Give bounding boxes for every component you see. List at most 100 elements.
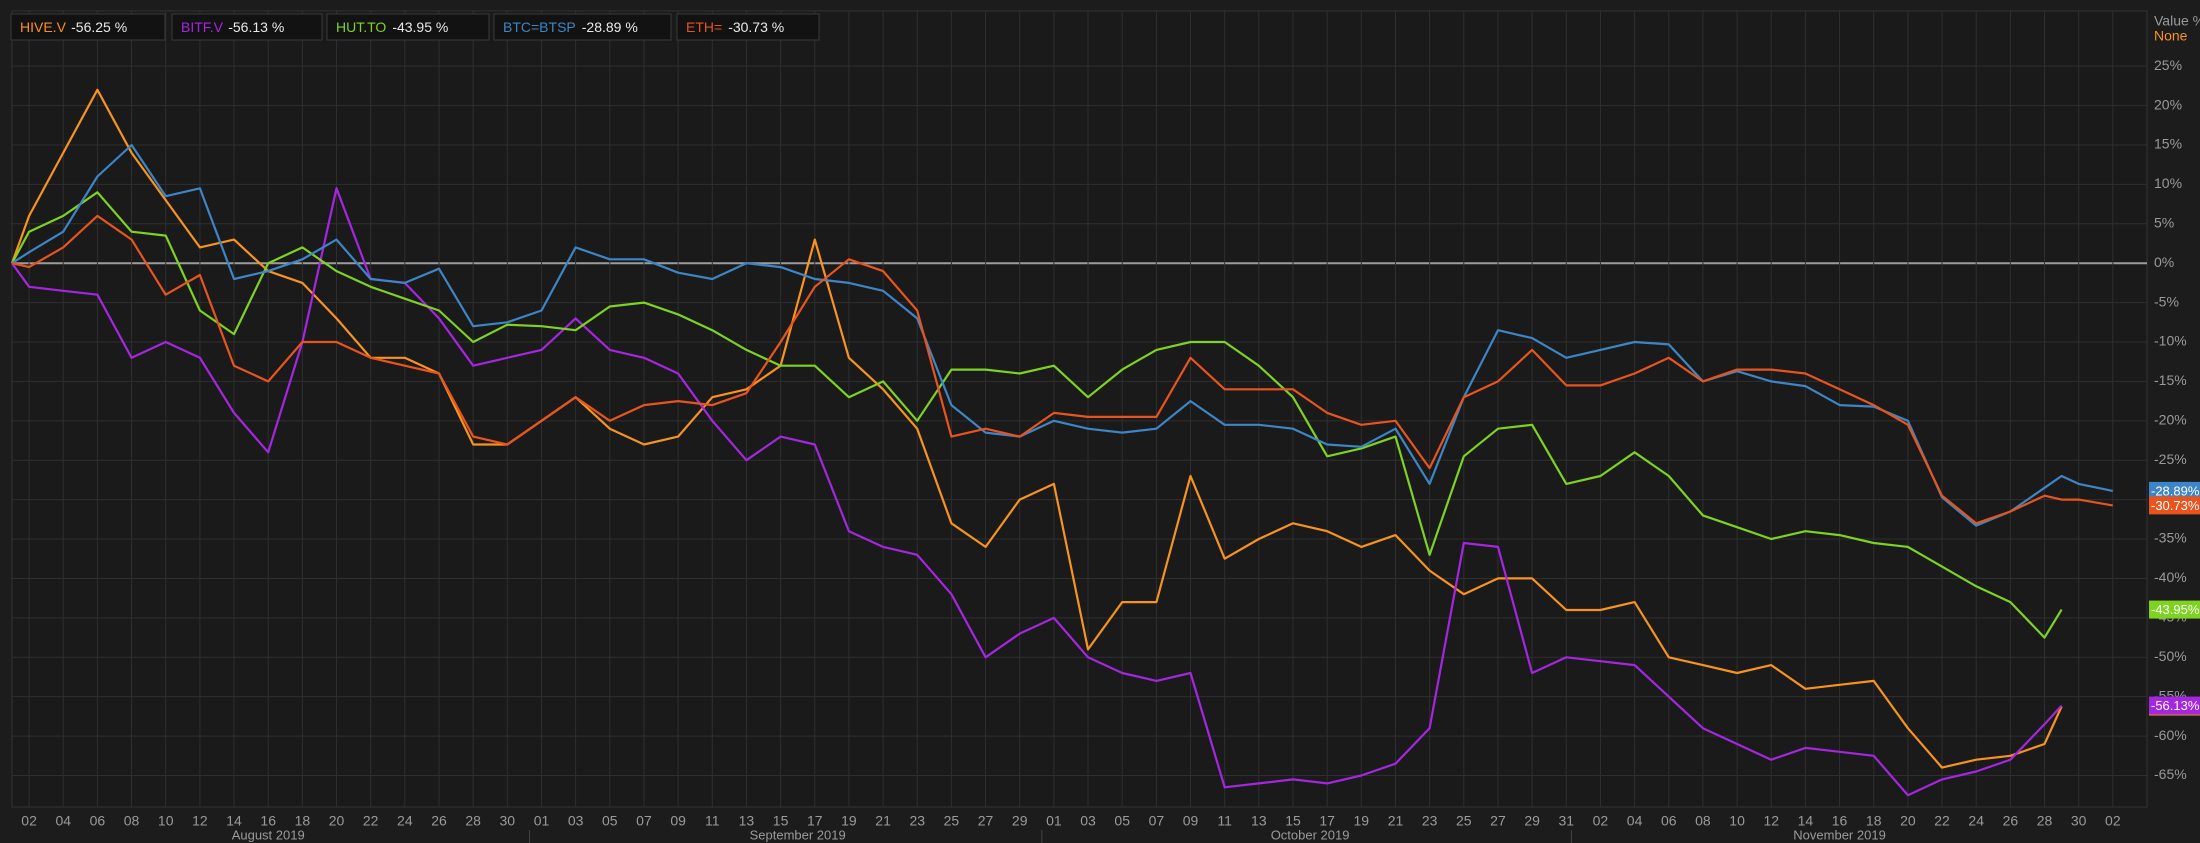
y-tick-label: 15%: [2154, 136, 2182, 152]
y-tick-label: 20%: [2154, 96, 2182, 112]
series-line: [10, 88, 2063, 769]
x-tick-label: 19: [841, 813, 857, 829]
y-tick-label: -15%: [2154, 372, 2187, 388]
legend-box: [10, 13, 166, 41]
value-tag: [2149, 496, 2200, 515]
legend-value: -30.73 %: [728, 19, 784, 35]
y-tick-label: -10%: [2154, 333, 2187, 349]
x-tick-label: 13: [739, 813, 755, 829]
value-tag-label: -56.13%: [2151, 698, 2200, 713]
legend-entry: ETH= -30.73 %: [686, 19, 784, 35]
x-tick-label: 22: [363, 813, 379, 829]
x-tick-label: 20: [329, 813, 345, 829]
legend-entry: BITF.V -56.13 %: [181, 19, 284, 35]
x-tick-label: 02: [1593, 813, 1609, 829]
legend-name: HUT.TO: [336, 19, 386, 35]
x-tick-label: 14: [1798, 813, 1814, 829]
x-tick-label: 20: [1900, 813, 1916, 829]
value-tag-label: -43.95%: [2151, 602, 2200, 617]
legend-entry: HUT.TO -43.95 %: [336, 19, 448, 35]
x-tick-label: 22: [1934, 813, 1950, 829]
x-tick-label: 27: [1490, 813, 1506, 829]
x-tick-label: 27: [978, 813, 994, 829]
x-tick-label: 10: [1729, 813, 1745, 829]
month-label: November 2019: [1793, 827, 1886, 842]
x-tick-label: 02: [2105, 813, 2121, 829]
x-tick-label: 02: [21, 813, 37, 829]
legend-entry: BTC=BTSP -28.89 %: [503, 19, 638, 35]
x-tick-label: 29: [1012, 813, 1028, 829]
y-tick-label: -50%: [2154, 648, 2187, 664]
x-tick-label: 05: [602, 813, 618, 829]
x-tick-label: 23: [1422, 813, 1438, 829]
month-label: September 2019: [750, 827, 846, 842]
x-tick-label: 14: [226, 813, 242, 829]
x-tick-label: 12: [192, 813, 208, 829]
legend-value: -28.89 %: [582, 19, 638, 35]
plot-area: [11, 10, 2148, 808]
x-tick-label: 04: [55, 813, 71, 829]
legend-value: -56.13 %: [228, 19, 284, 35]
y-tick-label: 10%: [2154, 175, 2182, 191]
legend-box: [326, 13, 490, 41]
x-tick-label: 09: [1183, 813, 1199, 829]
series-line: [11, 187, 2063, 797]
value-tag: [2149, 696, 2200, 715]
series-line: [11, 143, 2114, 527]
x-tick-label: 01: [1046, 813, 1062, 829]
x-tick-label: 10: [158, 813, 174, 829]
x-tick-label: 03: [1080, 813, 1096, 829]
x-tick-label: 18: [295, 813, 311, 829]
x-tick-label: 31: [1558, 813, 1574, 829]
legend-box: [171, 13, 323, 41]
x-tick-label: 30: [500, 813, 516, 829]
legend-name: HIVE.V: [20, 19, 67, 35]
y-tick-label: 25%: [2154, 57, 2182, 73]
x-tick-label: 12: [1763, 813, 1779, 829]
x-tick-label: 29: [1524, 813, 1540, 829]
x-tick-label: 11: [705, 813, 720, 829]
series-line: [11, 191, 2063, 639]
series-line: [11, 214, 2113, 525]
month-label: August 2019: [232, 827, 305, 842]
y-tick-label: -60%: [2154, 727, 2187, 743]
y-tick-label: -35%: [2154, 530, 2187, 546]
month-label: October 2019: [1271, 827, 1350, 842]
y-tick-label: -20%: [2154, 412, 2187, 428]
x-tick-label: 26: [431, 813, 447, 829]
axis-subtitle: None: [2154, 28, 2188, 44]
legend-name: ETH=: [686, 19, 722, 35]
y-tick-label: 0%: [2154, 254, 2174, 270]
x-tick-label: 07: [636, 813, 652, 829]
x-tick-label: 13: [1251, 813, 1267, 829]
x-tick-label: 24: [1968, 813, 1984, 829]
legend-box: [676, 13, 820, 41]
x-tick-label: 05: [1114, 813, 1130, 829]
y-tick-label: -25%: [2154, 451, 2187, 467]
x-tick-label: 08: [1695, 813, 1711, 829]
x-tick-label: 15: [773, 813, 789, 829]
x-tick-label: 18: [1866, 813, 1882, 829]
x-tick-label: 07: [1149, 813, 1165, 829]
value-tag-label: -28.89%: [2151, 483, 2200, 498]
x-tick-label: 17: [1319, 813, 1335, 829]
legend-value: -56.25 %: [71, 19, 127, 35]
x-tick-label: 06: [90, 813, 106, 829]
value-tag: [2149, 600, 2200, 619]
x-tick-label: 17: [807, 813, 823, 829]
legend-value: -43.95 %: [392, 19, 448, 35]
x-tick-label: 25: [944, 813, 960, 829]
y-tick-label: -40%: [2154, 569, 2187, 585]
x-tick-label: 23: [909, 813, 925, 829]
legend-box: [493, 13, 672, 41]
x-tick-label: 21: [875, 813, 891, 829]
x-tick-label: 21: [1388, 813, 1404, 829]
y-tick-label: 5%: [2154, 214, 2174, 230]
x-tick-label: 28: [465, 813, 481, 829]
x-tick-label: 30: [2071, 813, 2087, 829]
value-tag: [2149, 481, 2200, 500]
x-tick-label: 16: [260, 813, 276, 829]
x-tick-label: 09: [670, 813, 686, 829]
axis-title: Value %: [2154, 13, 2200, 29]
